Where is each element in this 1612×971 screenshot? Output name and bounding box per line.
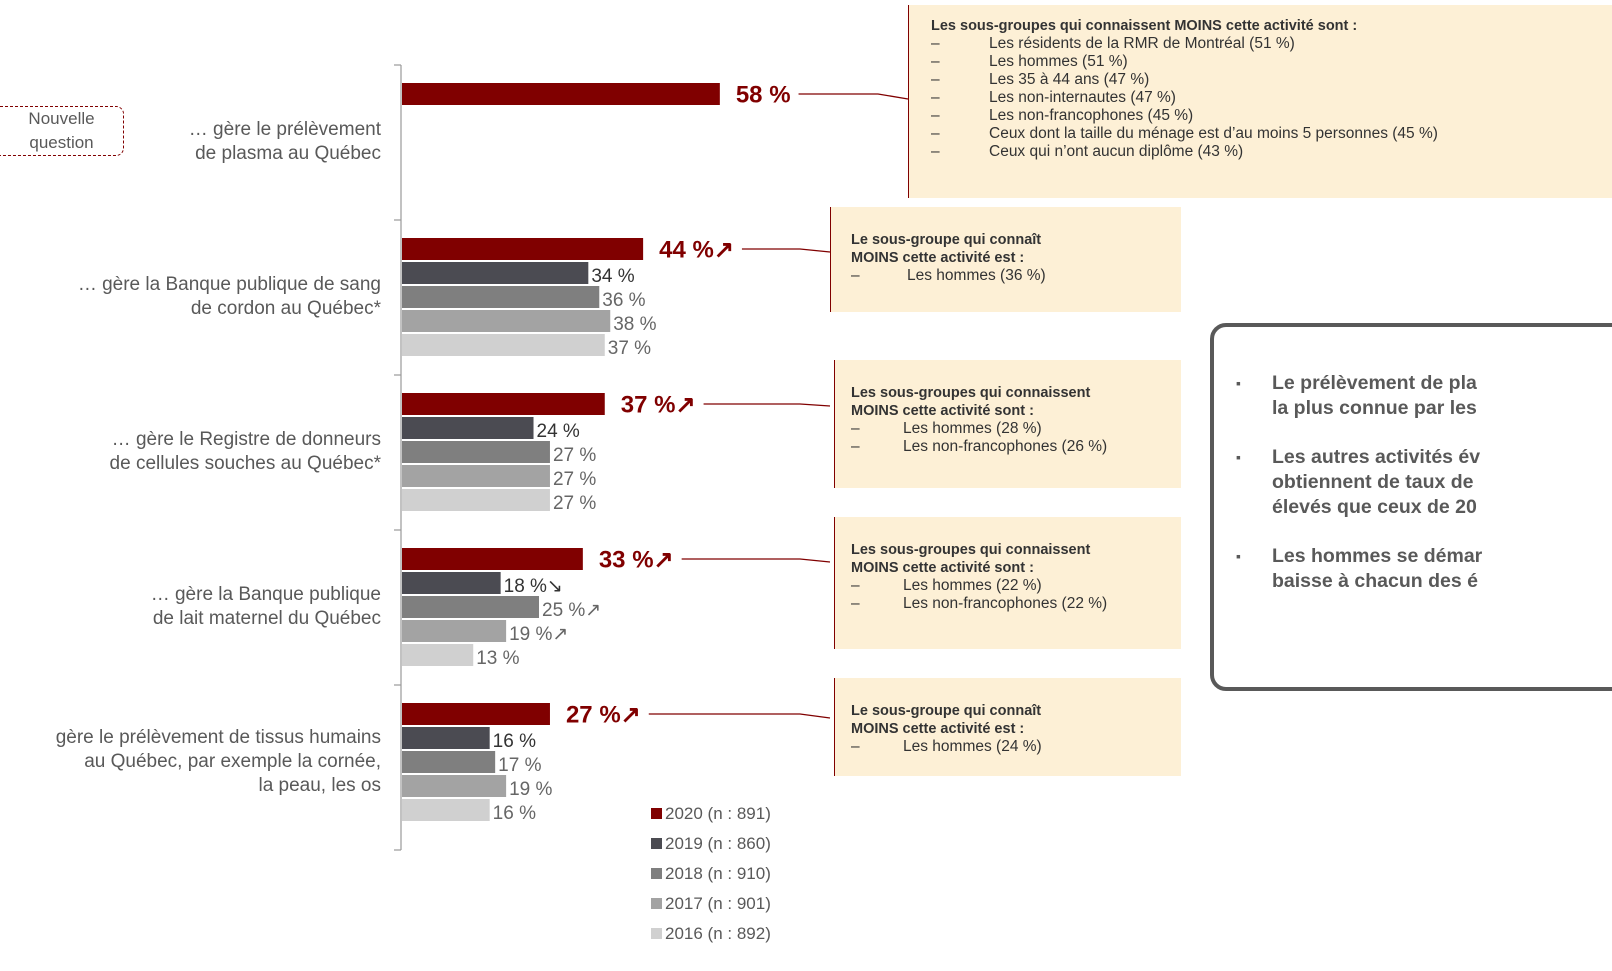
legend-item: 2020 (n : 891) xyxy=(651,804,771,824)
legend-item: 2019 (n : 860) xyxy=(651,834,771,854)
value-label: 18 %↘ xyxy=(504,576,563,597)
bar xyxy=(402,596,539,618)
bar xyxy=(402,310,611,332)
legend-item: 2018 (n : 910) xyxy=(651,864,771,884)
callout-item: Les non-francophones (45 %) xyxy=(931,107,1612,125)
legend-item: 2016 (n : 892) xyxy=(651,924,771,944)
value-label: 27 % xyxy=(553,445,596,466)
bar xyxy=(402,238,644,260)
callout-item: Les hommes (22 %) xyxy=(851,577,1181,595)
bar xyxy=(402,417,534,439)
category-label: gère le prélèvement de tissus humains au… xyxy=(55,727,381,796)
legend-swatch xyxy=(651,898,662,909)
value-label: 27 % xyxy=(553,469,596,490)
bar xyxy=(402,489,550,511)
value-label: 36 % xyxy=(602,290,645,311)
summary-item: Les autres activités év obtiennent de ta… xyxy=(1236,445,1612,520)
summary-box: Le prélèvement de pla la plus connue par… xyxy=(1210,323,1612,691)
bar xyxy=(402,727,490,749)
subgroup-callout: Les sous-groupes qui connaissent MOINS c… xyxy=(908,5,1612,198)
category-label: … gère la Banque publique de sang de cor… xyxy=(77,274,381,319)
callout-title: Le sous-groupe qui connaît MOINS cette a… xyxy=(851,703,1042,737)
bar xyxy=(402,703,550,725)
category-label: … gère le Registre de donneurs de cellul… xyxy=(109,429,381,474)
category-label: … gère le prélèvement de plasma au Québe… xyxy=(188,119,381,164)
summary-item: Les hommes se démar baisse à chacun des … xyxy=(1236,544,1612,594)
value-label: 13 % xyxy=(476,648,519,669)
bar xyxy=(402,620,507,642)
bar xyxy=(402,751,496,773)
callout-item: Les hommes (28 %) xyxy=(851,420,1181,438)
value-label: 37 %↗ xyxy=(621,391,696,418)
leader-line xyxy=(648,713,831,719)
bar xyxy=(402,548,583,570)
callout-item: Les hommes (51 %) xyxy=(931,53,1612,71)
callout-item: Ceux qui n’ont aucun diplôme (43 %) xyxy=(931,143,1612,161)
value-label: 16 % xyxy=(493,731,536,752)
subgroup-callout: Les sous-groupes qui connaissent MOINS c… xyxy=(834,360,1181,488)
bar xyxy=(402,441,550,463)
value-label: 58 % xyxy=(736,81,791,108)
subgroup-callout: Les sous-groupes qui connaissent MOINS c… xyxy=(834,517,1181,649)
subgroup-callout: Le sous-groupe qui connaît MOINS cette a… xyxy=(834,678,1181,776)
callout-title: Le sous-groupe qui connaît MOINS cette a… xyxy=(851,232,1042,266)
bar xyxy=(402,262,589,284)
category-label: … gère la Banque publique de lait matern… xyxy=(150,584,381,629)
legend-swatch xyxy=(651,928,662,939)
bar xyxy=(402,334,605,356)
callout-item: Les non-internautes (47 %) xyxy=(931,89,1612,107)
bar xyxy=(402,465,550,487)
bar xyxy=(402,799,490,821)
value-label: 16 % xyxy=(493,803,536,824)
callout-item: Les 35 à 44 ans (47 %) xyxy=(931,71,1612,89)
callout-item: Les hommes (24 %) xyxy=(851,738,1181,756)
bar xyxy=(402,775,507,797)
callout-item: Les hommes (36 %) xyxy=(851,267,1181,285)
value-label: 25 %↗ xyxy=(542,600,601,621)
callout-title: Les sous-groupes qui connaissent MOINS c… xyxy=(851,542,1091,576)
value-label: 19 % xyxy=(509,779,552,800)
callout-item: Les résidents de la RMR de Montréal (51 … xyxy=(931,35,1612,53)
callout-title: Les sous-groupes qui connaissent MOINS c… xyxy=(931,18,1358,34)
value-label: 44 %↗ xyxy=(659,236,734,263)
value-label: 17 % xyxy=(498,755,541,776)
leader-line xyxy=(741,248,831,253)
callout-item: Les non-francophones (22 %) xyxy=(851,595,1181,613)
bar xyxy=(402,393,605,415)
leader-line xyxy=(681,558,831,563)
callout-title: Les sous-groupes qui connaissent MOINS c… xyxy=(851,385,1091,419)
bar xyxy=(402,644,474,666)
new-question-badge: Nouvelle question xyxy=(0,106,124,156)
value-label: 38 % xyxy=(613,314,656,335)
value-label: 37 % xyxy=(608,338,651,359)
bar xyxy=(402,572,501,594)
leader-line xyxy=(703,403,831,407)
subgroup-callout: Le sous-groupe qui connaît MOINS cette a… xyxy=(830,207,1181,312)
legend-label: 2016 (n : 892) xyxy=(665,924,771,943)
value-label: 27 % xyxy=(553,493,596,514)
legend-label: 2019 (n : 860) xyxy=(665,834,771,853)
bar xyxy=(402,83,720,105)
callout-item: Ceux dont la taille du ménage est d’au m… xyxy=(931,125,1612,143)
legend-label: 2020 (n : 891) xyxy=(665,804,771,823)
legend-swatch xyxy=(651,838,662,849)
legend-swatch xyxy=(651,808,662,819)
legend-label: 2018 (n : 910) xyxy=(665,864,771,883)
callout-item: Les non-francophones (26 %) xyxy=(851,438,1181,456)
leader-line xyxy=(798,93,909,100)
value-label: 19 %↗ xyxy=(509,624,568,645)
bar xyxy=(402,286,600,308)
legend-swatch xyxy=(651,868,662,879)
legend-item: 2017 (n : 901) xyxy=(651,894,771,914)
value-label: 27 %↗ xyxy=(566,701,641,728)
value-label: 24 % xyxy=(537,421,580,442)
legend-label: 2017 (n : 901) xyxy=(665,894,771,913)
value-label: 34 % xyxy=(591,266,634,287)
value-label: 33 %↗ xyxy=(599,546,674,573)
summary-item: Le prélèvement de pla la plus connue par… xyxy=(1236,371,1612,421)
